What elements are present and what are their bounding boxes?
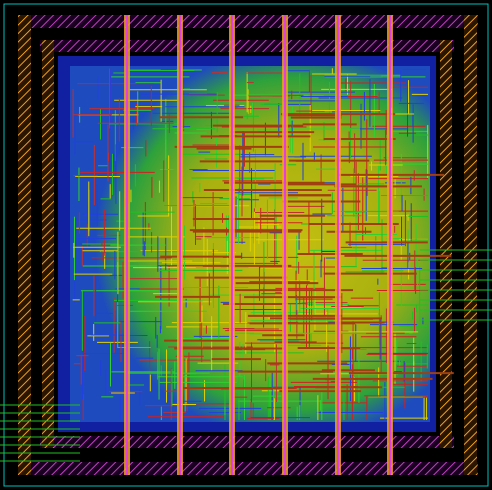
power-ring [18,462,478,475]
power-stripe [389,15,391,475]
power-stripe [337,15,339,475]
chip-layout [0,0,492,490]
power-stripe [126,15,128,475]
power-stripe [231,15,233,475]
power-ring [440,40,452,448]
power-ring [18,15,478,28]
power-stripe [284,15,286,475]
power-ring [18,15,31,475]
power-ring [42,40,54,448]
power-ring [464,15,477,475]
power-stripe [179,15,181,475]
